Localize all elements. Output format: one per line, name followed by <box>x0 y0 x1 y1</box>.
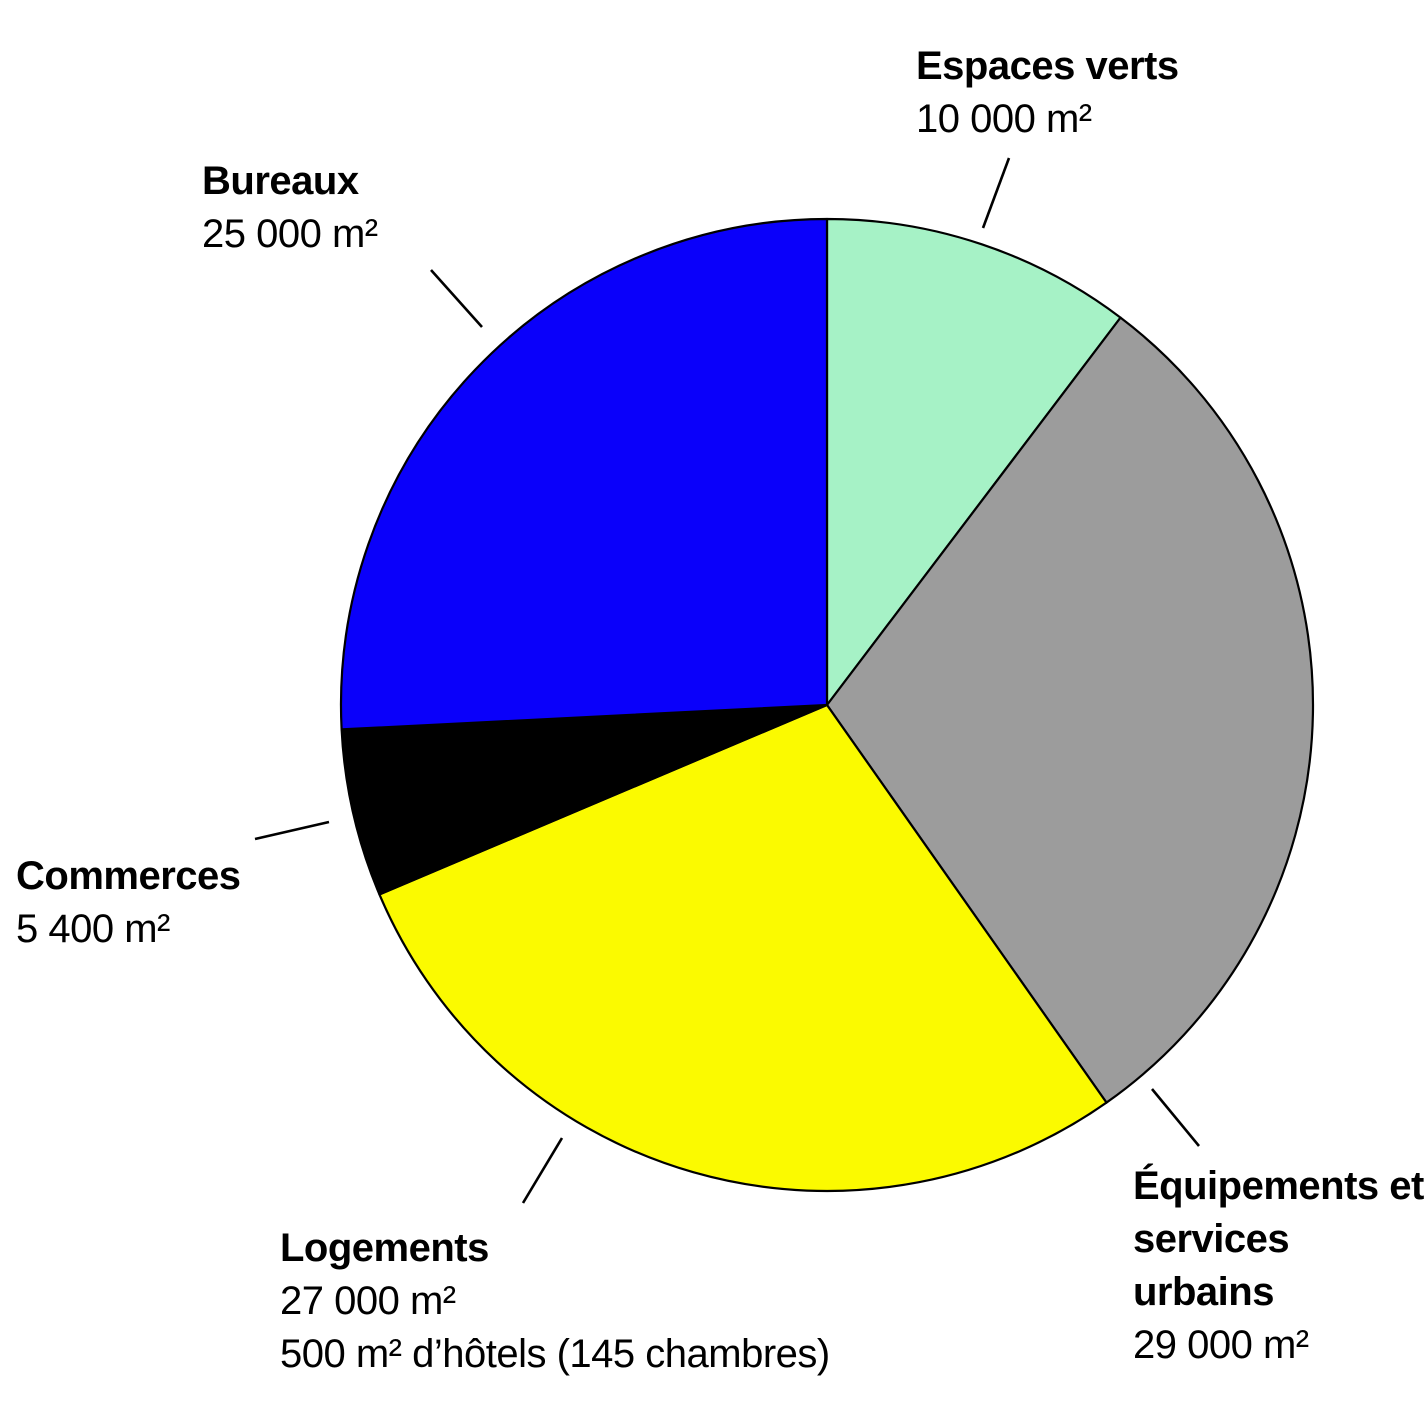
pie-slice-equipements-services-urbains <box>825 316 1315 1104</box>
label-logements: Logements 27 000 m² 500 m² d’hôtels (145… <box>280 1222 830 1381</box>
slice-value-commerces: 5 400 m² <box>16 907 170 951</box>
slice-value-espaces-verts: 10 000 m² <box>916 97 1092 141</box>
pie-slice-commerces <box>340 703 829 896</box>
label-commerces: Commerces 5 400 m² <box>16 850 241 956</box>
label-equipements-services-urbains: Équipements et services urbains 29 000 m… <box>1133 1160 1424 1372</box>
pie-slices-group <box>339 217 1315 1193</box>
slice-value-bureaux: 25 000 m² <box>202 212 378 256</box>
label-bureaux: Bureaux 25 000 m² <box>202 155 378 261</box>
leader-line-equipements-services-urbains <box>1150 1088 1201 1147</box>
pie-slice-logements <box>378 703 1108 1193</box>
slice-value-equipements-services-urbains: 29 000 m² <box>1133 1323 1309 1367</box>
slice-title-bureaux: Bureaux <box>202 159 359 203</box>
leader-line-espaces-verts <box>981 157 1011 229</box>
leader-line-logements <box>521 1137 564 1204</box>
slice-title-equipements-services-urbains: Équipements et services urbains <box>1133 1164 1424 1314</box>
slice-value-logements: 27 000 m² <box>280 1279 456 1323</box>
leader-line-commerces <box>254 820 330 841</box>
slice-title-logements: Logements <box>280 1226 489 1270</box>
label-espaces-verts: Espaces verts 10 000 m² <box>916 40 1179 146</box>
pie-slice-espaces-verts <box>825 217 1122 707</box>
leader-line-bureaux <box>430 269 483 328</box>
slice-title-espaces-verts: Espaces verts <box>916 44 1179 88</box>
leader-lines-group <box>254 157 1201 1204</box>
slice-title-commerces: Commerces <box>16 854 241 898</box>
slice-extra-logements: 500 m² d’hôtels (145 chambres) <box>280 1332 830 1376</box>
pie-slice-bureaux <box>339 217 829 731</box>
